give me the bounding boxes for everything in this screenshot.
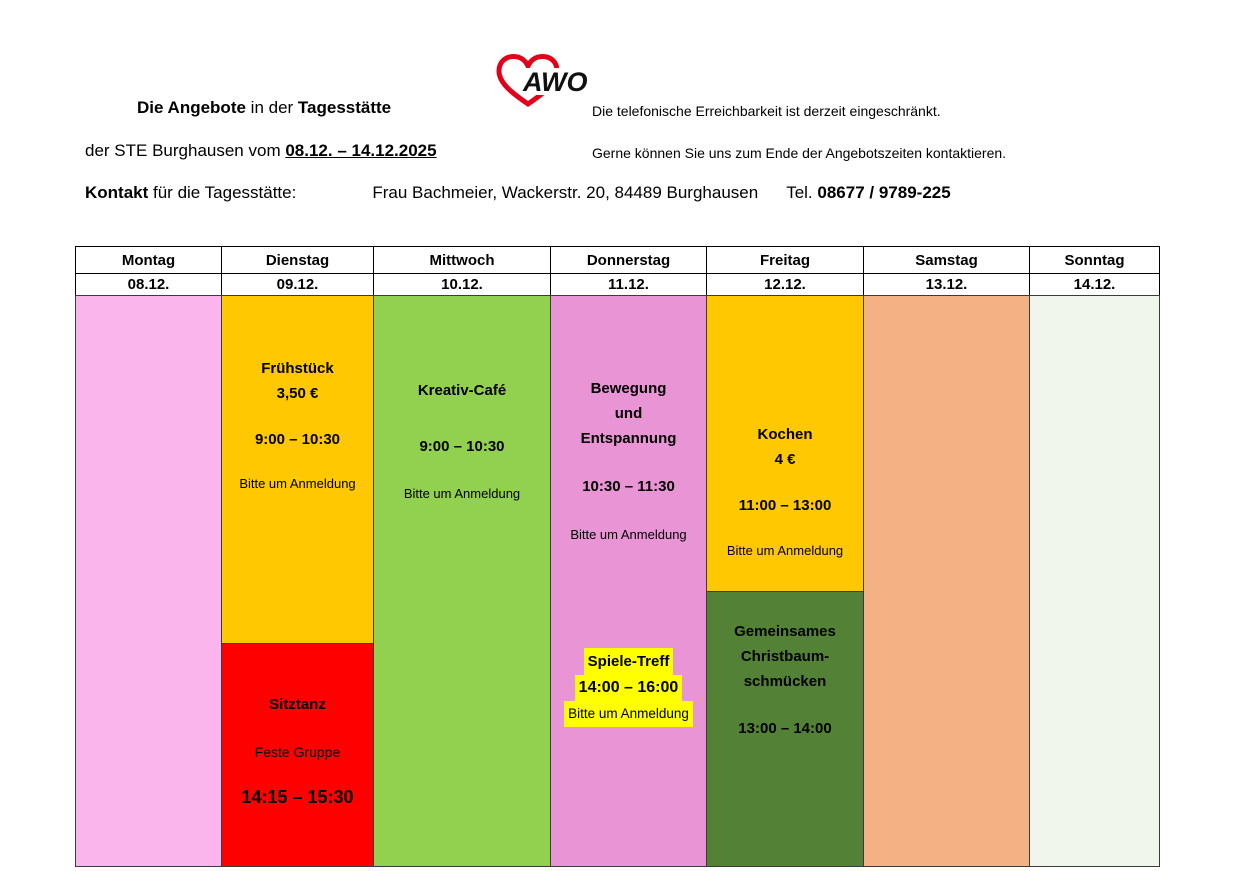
date-row: 08.12. 09.12. 10.12. 11.12. 12.12. 13.12… [75,273,1160,296]
event-time: 9:00 – 10:30 [419,438,505,455]
date-sonntag: 14.12. [1029,273,1160,296]
day-header-donnerstag: Donnerstag [550,246,707,274]
event-note: Bitte um Anmeldung [403,486,521,501]
day-header-sonntag: Sonntag [1029,246,1160,274]
event-price: 3,50 € [276,385,319,402]
event-kreativ-cafe: Kreativ-Café 9:00 – 10:30 Bitte um Anmel… [374,296,550,866]
event-title: Sitztanz [269,695,326,713]
subtitle-date-range: 08.12. – 14.12.2025 [285,141,437,160]
day-name-row: Montag Dienstag Mittwoch Donnerstag Frei… [75,246,1160,274]
date-mittwoch: 10.12. [373,273,551,296]
event-spiele-note: Bitte um Anmeldung [564,701,693,727]
date-samstag: 13.12. [863,273,1030,296]
event-time: 11:00 – 13:00 [738,497,832,514]
samstag-empty-block [864,296,1029,866]
event-spiele-time: 14:00 – 16:00 [574,675,683,701]
event-christbaumschmuecken: Gemeinsames Christbaum- schmücken 13:00 … [707,591,863,866]
column-mittwoch: Kreativ-Café 9:00 – 10:30 Bitte um Anmel… [373,295,551,867]
day-header-dienstag: Dienstag [221,246,374,274]
awo-logo-text: AWO [522,67,588,97]
event-title: Kochen [757,426,813,443]
column-freitag: Kochen 4 € 11:00 – 13:00 Bitte um Anmeld… [706,295,864,867]
contact-person: Frau Bachmeier, Wackerstr. 20, 84489 Bur… [372,183,759,202]
column-donnerstag: Bewegung und Entspannung 10:30 – 11:30 B… [550,295,707,867]
event-price: 4 € [774,451,796,468]
event-time: 14:15 – 15:30 [241,786,354,807]
event-bewegung-time: 10:30 – 11:30 [582,478,675,495]
column-dienstag: Frühstück 3,50 € 9:00 – 10:30 Bitte um A… [221,295,374,867]
contact-label-rest: für die Tagesstätte: [148,183,297,202]
page-subtitle: der STE Burghausen vom 08.12. – 14.12.20… [85,141,437,161]
event-spiele-treff: Spiele-Treff 14:00 – 16:00 Bitte um Anme… [551,648,706,727]
event-sitztanz: Sitztanz Feste Gruppe 14:15 – 15:30 [222,642,373,866]
event-spiele-title: Spiele-Treff [583,648,674,675]
event-note: Bitte um Anmeldung [239,476,356,491]
event-time: 9:00 – 10:30 [254,431,341,448]
date-donnerstag: 11.12. [550,273,707,296]
sonntag-empty-block [1030,296,1159,866]
column-sonntag [1029,295,1160,867]
day-header-freitag: Freitag [706,246,864,274]
montag-empty-block [76,296,221,866]
title-bold-2: Tagesstätte [297,98,392,117]
phone-note-line1: Die telefonische Erreichbarkeit ist derz… [592,103,941,119]
event-group: Feste Gruppe [254,743,341,760]
event-title: Frühstück [261,360,334,377]
awo-heart-icon: AWO [496,53,595,108]
event-fruehstueck: Frühstück 3,50 € 9:00 – 10:30 Bitte um A… [222,296,373,643]
day-header-mittwoch: Mittwoch [373,246,551,274]
event-time: 13:00 – 14:00 [738,720,832,738]
title-mid: in der [245,98,298,117]
event-bewegung-note: Bitte um Anmeldung [570,527,687,542]
subtitle-text: der STE Burghausen vom [85,141,286,160]
contact-label: Kontakt [85,183,149,202]
tel-label: Tel. [786,183,818,202]
tel-number: 08677 / 9789-225 [817,183,951,202]
donnerstag-events: Bewegung und Entspannung 10:30 – 11:30 B… [551,296,706,866]
event-bewegung-title: Bewegung und Entspannung [580,380,677,447]
weekly-schedule-table: Montag Dienstag Mittwoch Donnerstag Frei… [75,246,1160,867]
day-header-montag: Montag [75,246,222,274]
event-title: Gemeinsames Christbaum- schmücken [734,623,836,691]
contact-line: Kontakt für die Tagesstätte: Frau Bachmei… [85,183,951,203]
column-samstag [863,295,1030,867]
contact-tel: Tel. 08677 / 9789-225 [786,183,950,202]
event-kochen: Kochen 4 € 11:00 – 13:00 Bitte um Anmeld… [707,296,863,592]
date-dienstag: 09.12. [221,273,374,296]
date-freitag: 12.12. [706,273,864,296]
page-title: Die Angebote in der Tagesstätte [137,98,391,118]
column-montag [75,295,222,867]
title-bold-1: Die Angebote [137,98,246,117]
awo-logo: AWO [492,53,596,114]
event-title: Kreativ-Café [417,382,507,399]
event-note: Bitte um Anmeldung [726,543,844,558]
day-header-samstag: Samstag [863,246,1030,274]
date-montag: 08.12. [75,273,222,296]
phone-note-line2: Gerne können Sie uns zum Ende der Angebo… [592,145,1007,161]
schedule-body: Frühstück 3,50 € 9:00 – 10:30 Bitte um A… [75,295,1160,867]
